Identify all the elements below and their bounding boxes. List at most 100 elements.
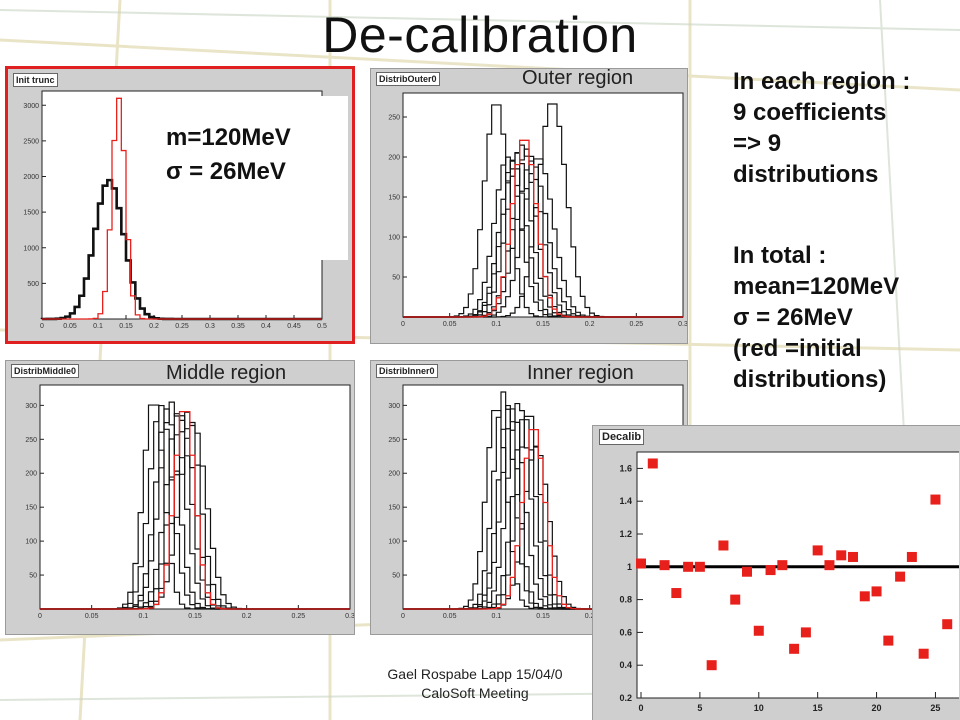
x-tick-label: 0.05 — [85, 613, 99, 620]
stat-sigma-value: = 26MeV — [189, 158, 286, 185]
side-text-line: σ = 26MeV — [733, 302, 899, 333]
x-tick-label: 0.2 — [585, 613, 595, 620]
y-tick-label: 1000 — [23, 245, 39, 252]
x-tick-label: 0.05 — [443, 321, 457, 328]
x-tick-label: 0.2 — [585, 321, 595, 328]
y-tick-label: 50 — [392, 573, 400, 580]
x-tick-label: 0.4 — [261, 323, 271, 330]
y-tick-label: 1.2 — [619, 529, 632, 539]
data-point — [800, 627, 811, 638]
sigma-symbol: σ — [733, 304, 750, 331]
x-tick-label: 0.1 — [491, 321, 501, 328]
x-tick-label: 0.5 — [317, 323, 327, 330]
data-point — [671, 588, 682, 599]
middle-region-histogram: 0 0.05 0.1 0.15 0.2 0.25 0.3 50 100 150 200 250 300 — [25, 384, 354, 620]
x-tick-label: 0.15 — [536, 321, 550, 328]
y-tick-label: 1500 — [23, 210, 39, 217]
y-tick-label: 250 — [388, 115, 400, 122]
x-tick-label: 0 — [401, 613, 405, 620]
side-text-regions: In each region : 9 coefficients => 9 dis… — [733, 66, 910, 190]
data-point — [694, 561, 705, 572]
footer-author: Gael Rospabe Lapp 15/04/0 — [387, 666, 563, 682]
x-tick-label: 25 — [930, 703, 940, 713]
y-tick-label: 0.8 — [619, 595, 632, 605]
data-point — [918, 648, 929, 659]
x-tick-label: 0.15 — [119, 323, 133, 330]
stat-sigma: σ = 26MeV — [166, 158, 286, 186]
middle-region-title: Middle region — [166, 362, 287, 384]
x-tick-label: 0 — [638, 703, 643, 713]
x-tick-label: 0.1 — [93, 323, 103, 330]
data-point — [871, 586, 882, 597]
y-tick-label: 250 — [25, 437, 37, 444]
y-tick-label: 50 — [392, 275, 400, 282]
y-tick-label: 50 — [29, 573, 37, 580]
outer-region-label: DistribOuter0 — [376, 72, 440, 86]
data-point — [777, 560, 788, 571]
initial-distribution-series — [42, 97, 322, 320]
data-point — [824, 560, 835, 571]
side-text-total: In total : mean=120MeV σ = 26MeV (red =i… — [733, 240, 899, 395]
y-tick-label: 100 — [388, 539, 400, 546]
sigma-symbol: σ — [166, 158, 183, 185]
x-tick-label: 0.2 — [242, 613, 252, 620]
x-tick-label: 0.15 — [536, 613, 550, 620]
x-tick-label: 0.2 — [149, 323, 159, 330]
x-tick-label: 0.25 — [630, 321, 644, 328]
slide-title: De-calibration — [322, 7, 638, 63]
y-tick-label: 2500 — [23, 138, 39, 145]
y-tick-label: 1.6 — [619, 463, 632, 473]
y-tick-label: 150 — [25, 505, 37, 512]
data-point — [730, 594, 741, 605]
data-point — [718, 540, 729, 551]
initial-distribution-series — [403, 139, 683, 318]
data-point — [753, 625, 764, 636]
decalib-label: Decalib — [599, 429, 645, 445]
x-tick-label: 10 — [754, 703, 764, 713]
y-tick-label: 2000 — [23, 174, 39, 181]
data-point — [765, 565, 776, 576]
x-tick-label: 0.05 — [443, 613, 457, 620]
side-text-line: In total : — [733, 242, 827, 269]
x-tick-label: 0 — [40, 323, 44, 330]
side-text-line: distributions — [733, 161, 879, 188]
data-point — [683, 561, 694, 572]
decalib-scatter: 0 5 10 15 20 25 0.2 0.4 0.6 0.8 1 1.2 1.4 1.6 — [619, 451, 959, 713]
plot-frame — [636, 451, 959, 699]
x-tick-label: 0.3 — [345, 613, 354, 620]
x-tick-label: 0.25 — [175, 323, 189, 330]
x-tick-label: 0.45 — [287, 323, 301, 330]
y-tick-label: 1.4 — [619, 496, 632, 506]
side-text-line: In each region : — [733, 68, 911, 95]
data-point — [789, 643, 800, 654]
outer-region-histogram: 0 0.05 0.1 0.15 0.2 0.25 0.3 50 100 150 200 250 — [388, 92, 687, 328]
side-text-line: mean=120MeV — [733, 273, 900, 300]
data-point — [836, 550, 847, 561]
side-text-line: distributions) — [733, 366, 887, 393]
initial-distribution-series — [40, 410, 350, 610]
side-text-line: (red =initial — [733, 335, 862, 362]
data-point — [742, 566, 752, 577]
stat-mean: m=120MeV — [166, 124, 291, 151]
data-point — [859, 591, 870, 602]
data-point — [895, 571, 906, 582]
y-tick-label: 200 — [388, 471, 400, 478]
data-point — [930, 494, 941, 505]
init-trunc-label: Init trunc — [13, 73, 58, 87]
x-tick-label: 0.05 — [63, 323, 77, 330]
x-tick-label: 0.25 — [292, 613, 306, 620]
x-tick-label: 0.1 — [138, 613, 148, 620]
x-tick-label: 0.15 — [188, 613, 202, 620]
footer: Gael Rospabe Lapp 15/04/0 CaloSoft Meeti… — [330, 665, 620, 703]
x-tick-label: 5 — [697, 703, 702, 713]
inner-region-label: DistribInner0 — [376, 364, 438, 378]
y-tick-label: 150 — [388, 195, 400, 202]
y-tick-label: 300 — [25, 403, 37, 410]
data-point — [906, 551, 917, 562]
data-point — [706, 660, 717, 671]
x-tick-label: 0.3 — [205, 323, 215, 330]
data-point — [659, 560, 670, 571]
side-text-line: => 9 — [733, 130, 782, 157]
side-text-line: 9 coefficients — [733, 99, 887, 126]
y-tick-label: 0.2 — [619, 693, 632, 703]
